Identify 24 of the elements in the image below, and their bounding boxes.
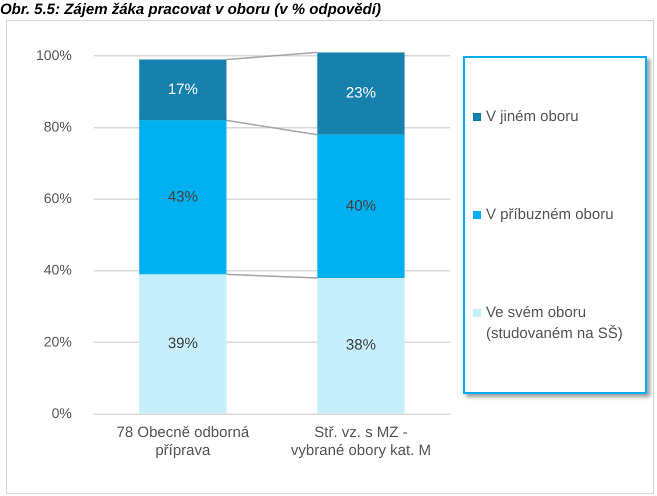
chart-title: Obr. 5.5: Zájem žáka pracovat v oboru (v % odpovědí) [0,1,382,18]
data-label: 17% [168,81,198,98]
x-tick-label: Stř. vz. s MZ - vybrané obory kat. M [290,424,431,460]
data-label: 38% [346,336,376,354]
bar [139,274,226,414]
y-tick-label: 100% [36,46,72,63]
y-tick-label: 40% [44,262,72,278]
data-label: 23% [346,84,376,102]
bar [139,60,226,120]
data-label: 43% [168,188,198,206]
data-label: 40% [346,197,376,214]
bar [317,278,405,414]
bar [317,134,405,278]
y-tick-label: 20% [44,333,72,350]
x-tick-label: 78 Obecně odborná příprava [116,424,250,460]
legend-label: V příbuzném oboru [486,204,614,225]
y-tick-label: 60% [44,190,72,206]
bar [139,120,226,274]
y-tick-label: 0% [52,404,72,421]
y-tick-label: 80% [44,118,72,134]
legend-label: Ve svém oboru (studovaném na SŠ) [486,302,624,344]
bar [317,52,405,135]
legend-label: V jiném oboru [486,107,579,128]
data-label: 39% [168,334,198,352]
